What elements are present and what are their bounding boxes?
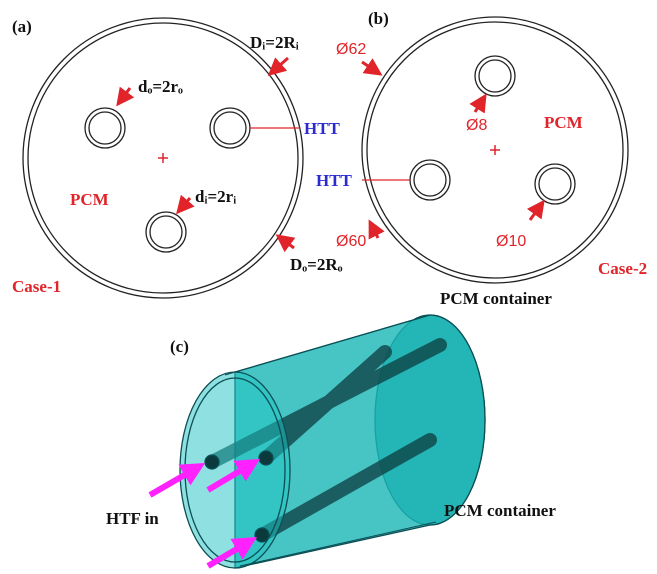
panel-label: (c) — [170, 337, 189, 356]
arrows-b — [362, 62, 543, 238]
dimension-label: dᵢ=2rᵢ — [195, 187, 236, 206]
dimension-label: dₒ=2rₒ — [138, 77, 183, 96]
case-label: Case-1 — [12, 277, 61, 296]
container-label: PCM container — [440, 289, 552, 308]
case-label: Case-2 — [598, 259, 647, 278]
htt-label: HTT — [316, 171, 353, 190]
figure: (a) Dᵢ=2Rᵢ dₒ=2rₒ HTT PCM dᵢ=2rᵢ Dₒ=2Rₒ … — [0, 0, 657, 574]
panel-label: (b) — [368, 9, 389, 28]
cylinder — [180, 315, 485, 568]
dimension-label: Ø60 — [336, 233, 366, 250]
panel-label: (a) — [12, 17, 32, 36]
dimension-label: Ø8 — [466, 117, 487, 134]
htf-label: HTF in — [106, 509, 159, 528]
container-label: PCM container — [444, 501, 556, 520]
pcm-label: PCM — [544, 113, 583, 132]
dimension-label: Ø62 — [336, 41, 366, 58]
dimension-label: Ø10 — [496, 233, 526, 250]
dimension-label: Dₒ=2Rₒ — [290, 255, 343, 274]
dimension-label: Dᵢ=2Rᵢ — [250, 33, 299, 52]
htt-label: HTT — [304, 119, 341, 138]
pcm-label: PCM — [70, 190, 109, 209]
